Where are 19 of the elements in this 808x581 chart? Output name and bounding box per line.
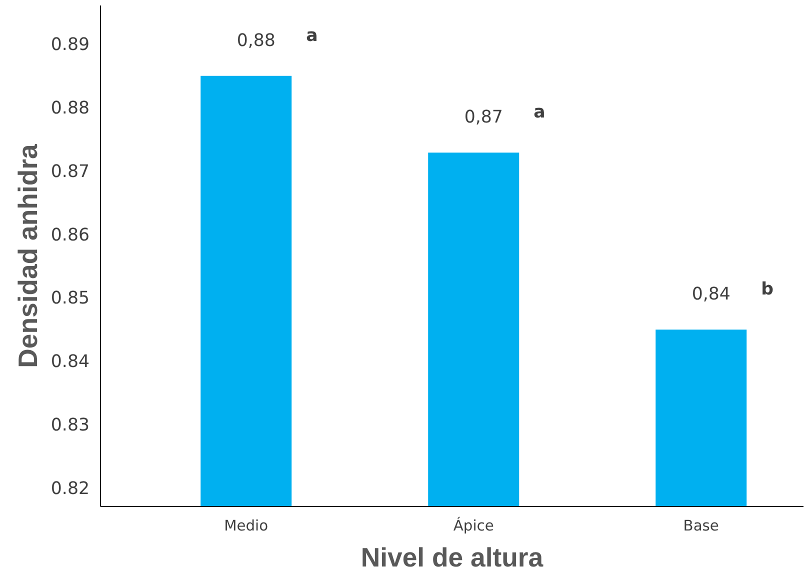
data-label: 0,87	[464, 108, 503, 128]
y-tick-label: 0.87	[50, 162, 90, 182]
data-label: 0,84	[692, 284, 730, 305]
annotation: b	[761, 280, 774, 300]
data-label: 0,88	[236, 30, 276, 51]
y-axis-title: Densidad anhidra	[12, 144, 43, 368]
y-tick-label: 0.85	[50, 288, 90, 309]
y-tick-label: 0.89	[50, 35, 90, 56]
annotation: a	[534, 102, 546, 123]
x-tick-label: Base	[683, 518, 719, 534]
x-tick-label: Ápice	[453, 516, 494, 534]
y-tick-label: 0.86	[50, 225, 90, 246]
y-tick-label: 0.88	[50, 98, 90, 118]
x-tick-label: Medio	[224, 518, 268, 534]
x-axis-title: Nivel de altura	[360, 542, 544, 572]
y-tick-label: 0.83	[50, 416, 90, 436]
y-tick-label: 0.82	[50, 478, 90, 499]
y-tick-label: 0.84	[50, 352, 90, 372]
annotation: a	[306, 26, 318, 46]
